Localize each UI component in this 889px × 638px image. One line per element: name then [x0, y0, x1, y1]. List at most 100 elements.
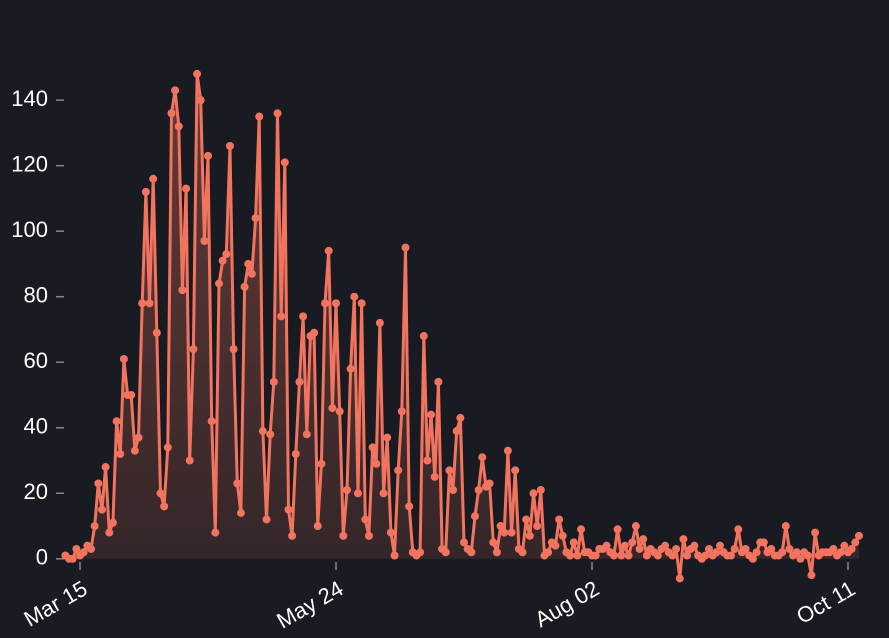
point — [792, 548, 801, 557]
point — [624, 551, 633, 560]
point — [357, 299, 366, 308]
y-tick-label: 60 — [24, 348, 48, 373]
point — [653, 551, 662, 560]
point — [635, 544, 644, 553]
point — [460, 538, 469, 547]
point — [127, 390, 136, 399]
point — [160, 502, 169, 511]
point — [247, 269, 256, 278]
point — [628, 538, 637, 547]
point — [156, 489, 165, 498]
point — [500, 528, 509, 537]
point — [193, 69, 202, 78]
point — [529, 489, 538, 498]
point — [683, 551, 692, 560]
point — [310, 328, 319, 337]
point — [467, 548, 476, 557]
point — [302, 430, 311, 439]
point — [72, 544, 81, 553]
point — [807, 571, 816, 580]
point — [569, 538, 578, 547]
point — [200, 237, 209, 246]
point — [811, 528, 820, 537]
point — [244, 259, 253, 268]
point — [840, 541, 849, 550]
point — [536, 485, 545, 494]
point — [759, 538, 768, 547]
point — [295, 377, 304, 386]
point — [566, 551, 575, 560]
y-tick-label: 120 — [11, 151, 48, 176]
point — [690, 541, 699, 550]
point — [222, 250, 231, 259]
point — [430, 472, 439, 481]
point — [767, 544, 776, 553]
point — [178, 286, 187, 295]
point — [211, 528, 220, 537]
point — [609, 551, 618, 560]
point — [328, 404, 337, 413]
point — [101, 463, 110, 472]
point — [258, 427, 267, 436]
point — [368, 443, 377, 452]
point — [361, 515, 370, 524]
point — [668, 551, 677, 560]
y-tick-label: 80 — [24, 283, 48, 308]
point — [778, 548, 787, 557]
point — [405, 502, 414, 511]
point — [383, 433, 392, 442]
y-tick-label: 100 — [11, 217, 48, 242]
point — [266, 430, 275, 439]
point — [558, 531, 567, 540]
point — [730, 544, 739, 553]
point — [171, 86, 180, 95]
point — [379, 489, 388, 498]
point — [167, 109, 176, 118]
point — [394, 466, 403, 475]
point — [116, 449, 125, 458]
point — [734, 525, 743, 534]
point — [631, 522, 640, 531]
point — [324, 246, 333, 255]
point — [785, 544, 794, 553]
point — [255, 112, 264, 121]
point — [119, 354, 128, 363]
point — [79, 548, 88, 557]
point — [470, 512, 479, 521]
point — [332, 299, 341, 308]
point — [339, 531, 348, 540]
point — [299, 312, 308, 321]
point — [364, 531, 373, 540]
point — [313, 522, 322, 531]
point — [854, 531, 863, 540]
point — [427, 410, 436, 419]
point — [291, 449, 300, 458]
point — [518, 548, 527, 557]
point — [317, 459, 326, 468]
point — [525, 531, 534, 540]
point — [397, 407, 406, 416]
point — [434, 377, 443, 386]
point — [642, 551, 651, 560]
point — [386, 528, 395, 537]
point — [163, 443, 172, 452]
point — [204, 151, 213, 160]
point — [225, 142, 234, 151]
point — [613, 525, 622, 534]
point — [602, 541, 611, 550]
point — [441, 548, 450, 557]
point — [416, 548, 425, 557]
point — [277, 312, 286, 321]
point — [269, 377, 278, 386]
point — [573, 551, 582, 560]
point — [214, 279, 223, 288]
point — [185, 456, 194, 465]
point — [522, 515, 531, 524]
point — [533, 522, 542, 531]
y-tick-label: 20 — [24, 479, 48, 504]
point — [741, 544, 750, 553]
point — [511, 466, 520, 475]
point — [419, 332, 428, 341]
point — [478, 453, 487, 462]
point — [108, 518, 117, 527]
